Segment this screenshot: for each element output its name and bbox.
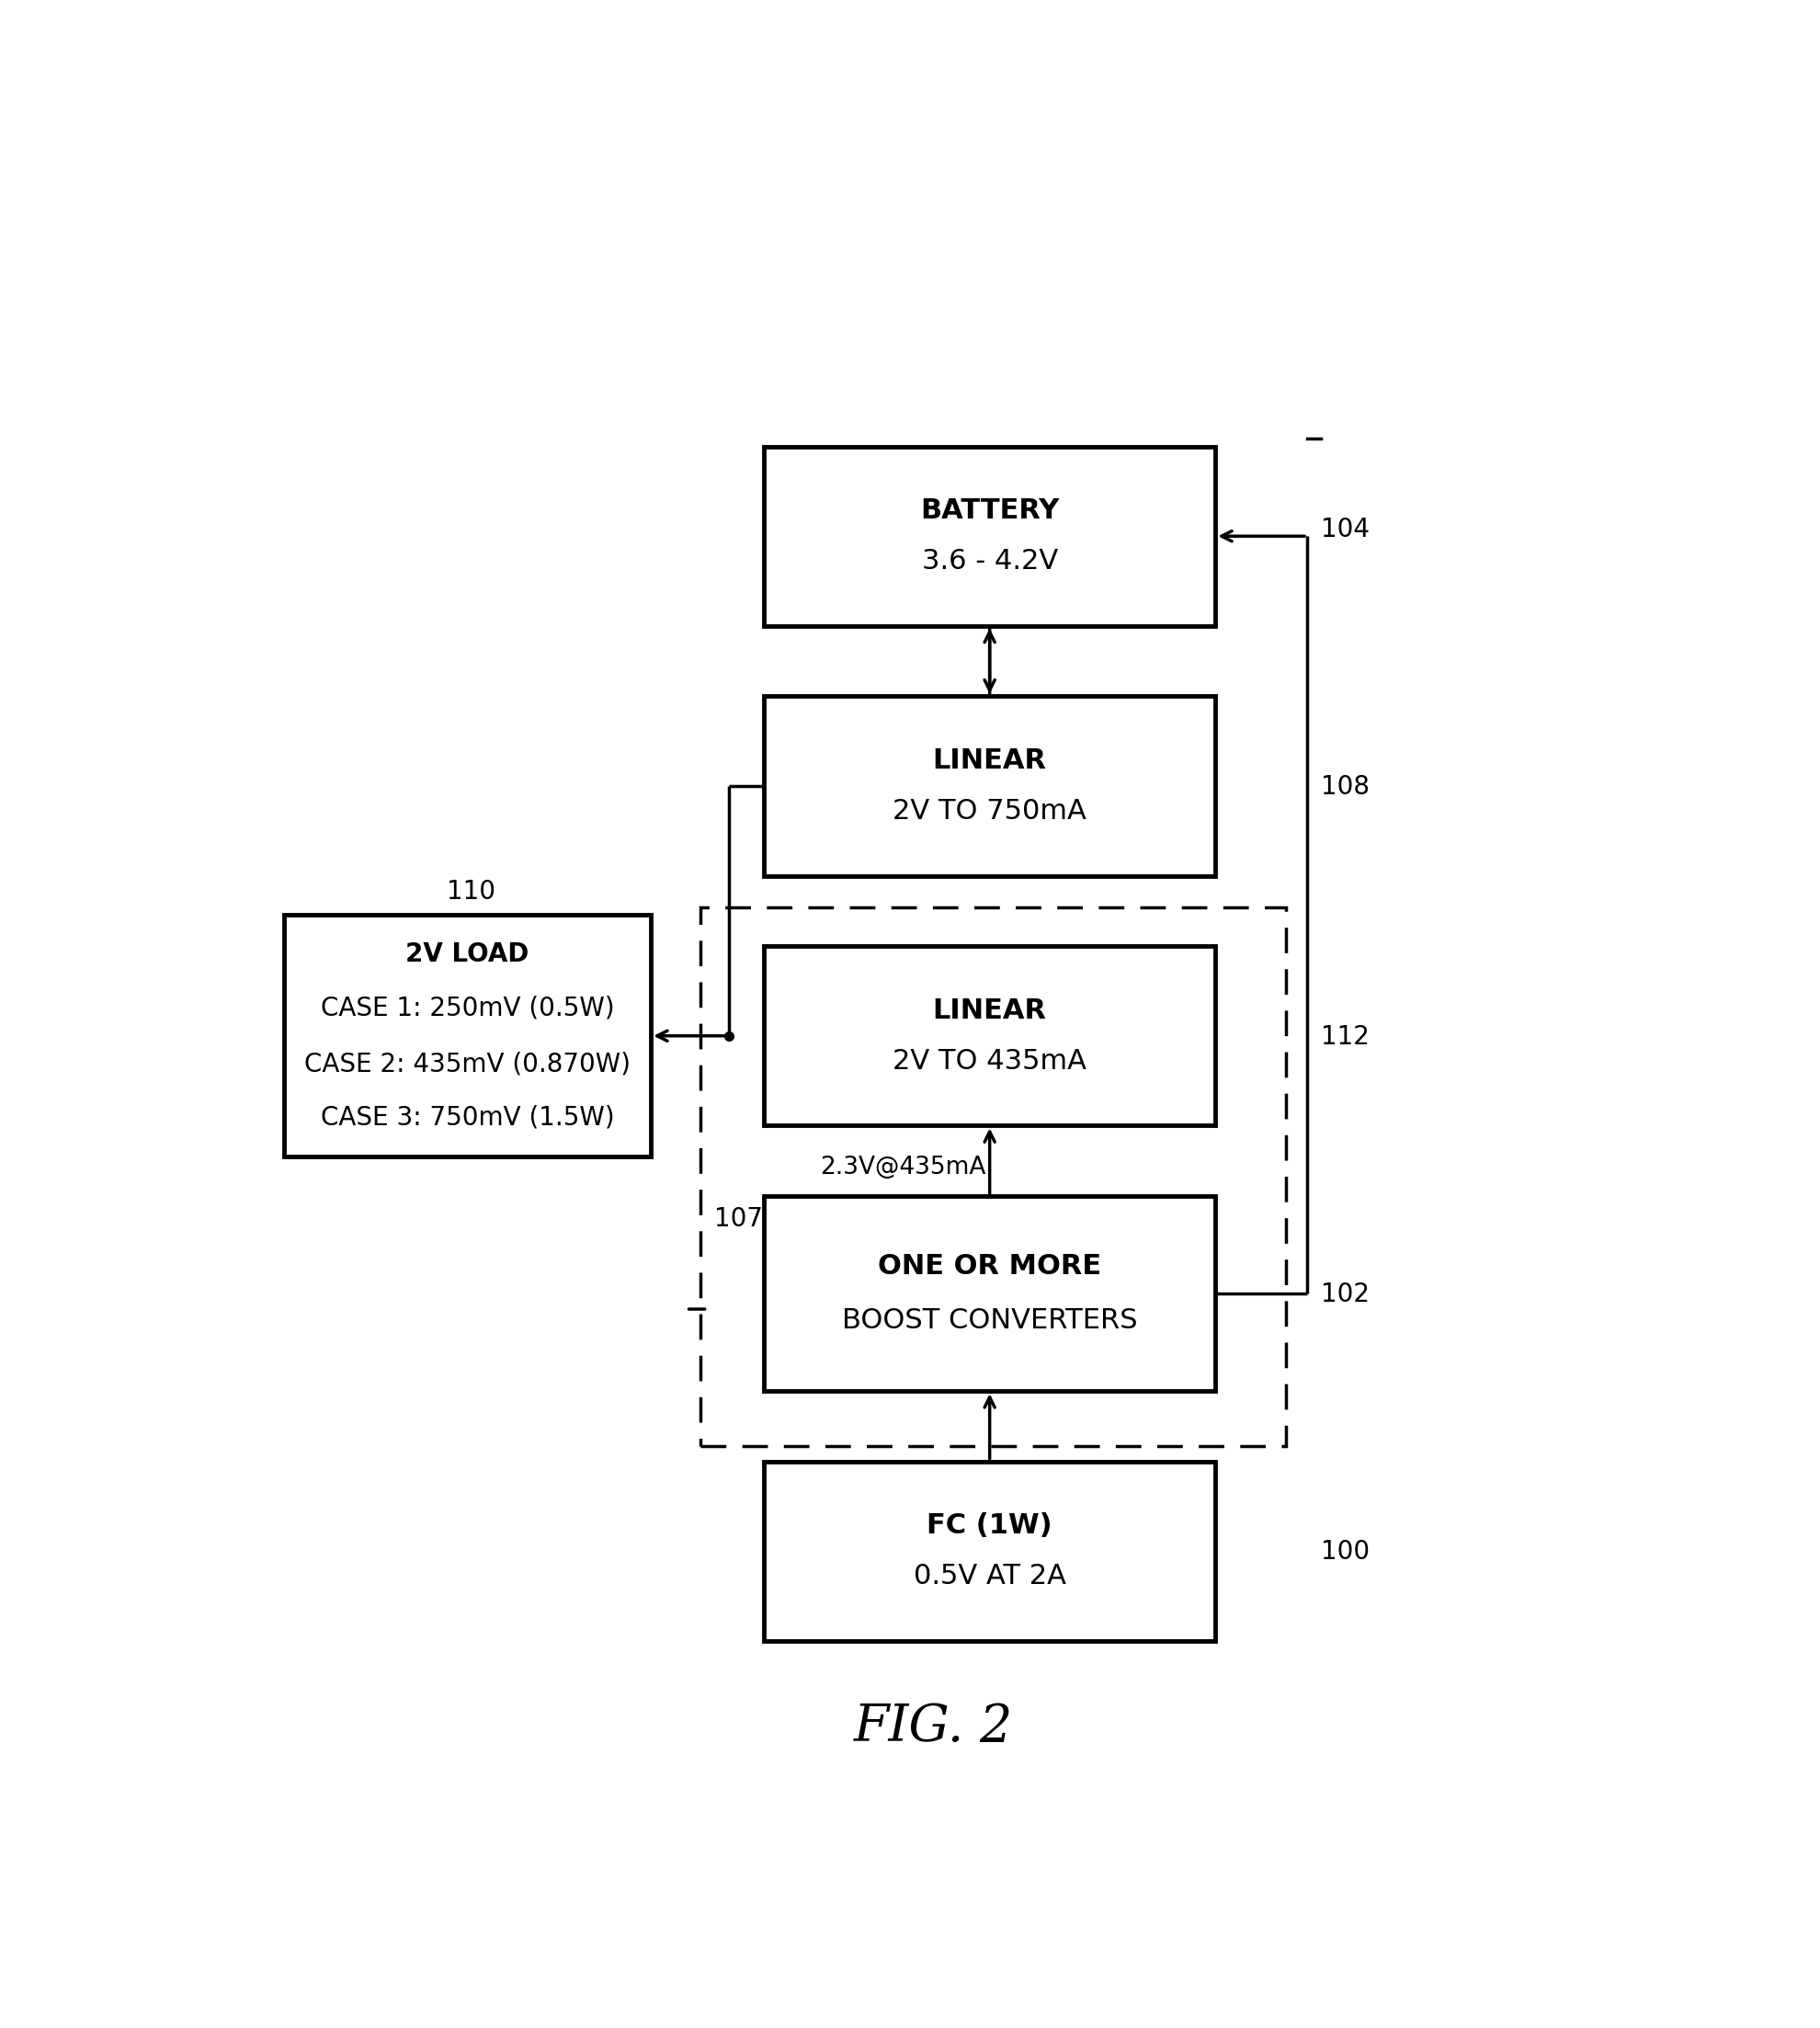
Text: 112: 112 (1321, 1024, 1369, 1051)
Text: 104: 104 (1321, 517, 1369, 541)
Text: CASE 3: 750mV (1.5W): CASE 3: 750mV (1.5W) (320, 1103, 613, 1130)
Text: 100: 100 (1321, 1539, 1369, 1566)
Text: 2V LOAD: 2V LOAD (406, 941, 530, 967)
Text: FC (1W): FC (1W) (926, 1513, 1052, 1539)
Text: 2.3V@435mA: 2.3V@435mA (821, 1156, 986, 1180)
Text: 0.5V AT 2A: 0.5V AT 2A (914, 1564, 1065, 1590)
Text: BATTERY: BATTERY (919, 497, 1059, 525)
Bar (764, 696, 1216, 876)
Text: 102: 102 (1321, 1282, 1369, 1308)
Text: 3.6 - 4.2V: 3.6 - 4.2V (921, 548, 1057, 574)
Bar (764, 1462, 1216, 1641)
Text: LINEAR: LINEAR (932, 998, 1046, 1024)
Text: FIG. 2: FIG. 2 (854, 1701, 1012, 1752)
Bar (701, 907, 1285, 1446)
Text: 110: 110 (446, 878, 495, 904)
Text: 108: 108 (1321, 775, 1369, 799)
Text: CASE 2: 435mV (0.870W): CASE 2: 435mV (0.870W) (304, 1051, 630, 1077)
Text: CASE 1: 250mV (0.5W): CASE 1: 250mV (0.5W) (320, 996, 613, 1020)
Bar (764, 945, 1216, 1126)
Bar (284, 915, 652, 1156)
Bar (764, 1197, 1216, 1391)
Text: 107: 107 (713, 1207, 763, 1233)
Text: 2V TO 435mA: 2V TO 435mA (892, 1048, 1087, 1075)
Text: ONE OR MORE: ONE OR MORE (877, 1253, 1101, 1280)
Bar (764, 446, 1216, 627)
Text: LINEAR: LINEAR (932, 748, 1046, 775)
Text: BOOST CONVERTERS: BOOST CONVERTERS (841, 1308, 1138, 1334)
Text: 2V TO 750mA: 2V TO 750mA (892, 797, 1087, 825)
